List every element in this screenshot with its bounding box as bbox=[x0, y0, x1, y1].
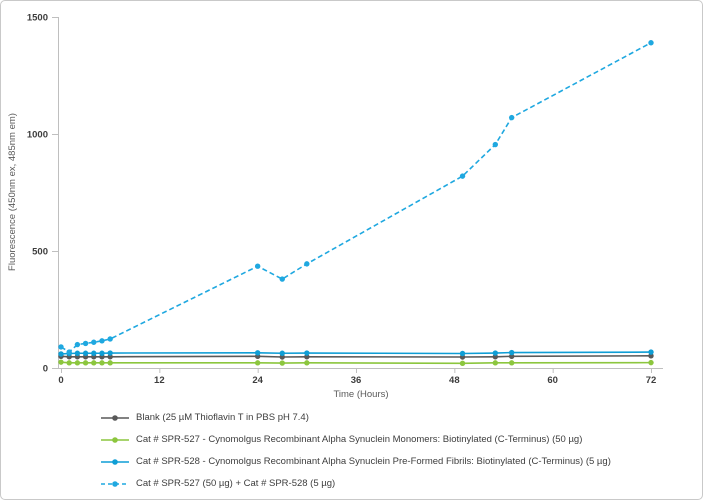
svg-text:48: 48 bbox=[449, 375, 460, 386]
svg-text:12: 12 bbox=[154, 375, 165, 386]
legend-label: Cat # SPR-527 (50 µg) + Cat # SPR-528 (5… bbox=[136, 478, 336, 489]
legend-marker-solid-line-icon bbox=[101, 414, 129, 421]
data-series bbox=[58, 40, 654, 367]
svg-text:60: 60 bbox=[547, 375, 558, 386]
svg-text:0: 0 bbox=[58, 375, 63, 386]
y-axis-title: Fluorescence (450nm ex, 485nm em) bbox=[7, 113, 18, 271]
line-chart: Time (Hours) Fluorescence (450nm ex, 485… bbox=[7, 13, 663, 400]
legend-item: Cat # SPR-527 (50 µg) + Cat # SPR-528 (5… bbox=[100, 476, 611, 491]
svg-text:1500: 1500 bbox=[27, 13, 48, 24]
legend-label: Cat # SPR-527 - Cynomolgus Recombinant A… bbox=[136, 434, 583, 445]
legend-label: Blank (25 µM Thioflavin T in PBS pH 7.4) bbox=[136, 412, 309, 423]
legend-item: Blank (25 µM Thioflavin T in PBS pH 7.4) bbox=[100, 410, 611, 425]
legend-marker-solid-line-icon bbox=[101, 436, 129, 443]
legend: Blank (25 µM Thioflavin T in PBS pH 7.4)… bbox=[100, 410, 611, 491]
svg-text:500: 500 bbox=[32, 247, 48, 258]
svg-text:1000: 1000 bbox=[27, 130, 48, 141]
x-axis-title: Time (Hours) bbox=[333, 389, 388, 400]
legend-label: Cat # SPR-528 - Cynomolgus Recombinant A… bbox=[136, 456, 611, 467]
legend-item: Cat # SPR-527 - Cynomolgus Recombinant A… bbox=[100, 432, 611, 447]
axes: 0 500 1000 1500 0 12 24 36 48 60 72 bbox=[27, 13, 663, 386]
legend-marker-solid-line-icon bbox=[101, 458, 129, 465]
svg-text:24: 24 bbox=[252, 375, 263, 386]
legend-marker-dashed-line-icon bbox=[101, 480, 129, 487]
svg-text:72: 72 bbox=[646, 375, 657, 386]
legend-item: Cat # SPR-528 - Cynomolgus Recombinant A… bbox=[100, 454, 611, 469]
svg-text:0: 0 bbox=[43, 364, 48, 375]
svg-text:36: 36 bbox=[351, 375, 362, 386]
